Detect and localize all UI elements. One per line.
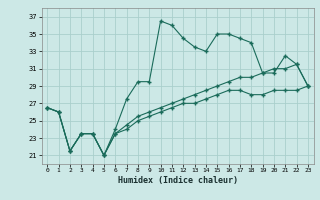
X-axis label: Humidex (Indice chaleur): Humidex (Indice chaleur) xyxy=(118,176,237,185)
